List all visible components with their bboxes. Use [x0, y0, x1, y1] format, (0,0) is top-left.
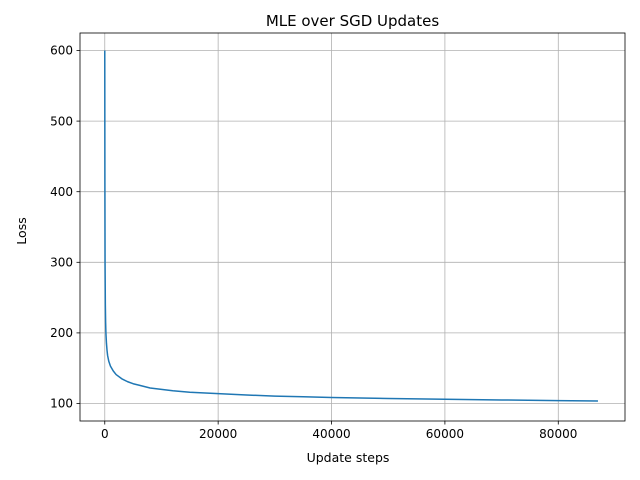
- y-tick-label: 400: [50, 185, 73, 199]
- grid: [80, 33, 625, 421]
- y-tick-label: 600: [50, 44, 73, 58]
- x-tick-label: 40000: [312, 427, 350, 441]
- y-tick-label: 300: [50, 256, 73, 270]
- x-tick-label: 0: [101, 427, 109, 441]
- x-tick-label: 80000: [539, 427, 577, 441]
- y-tick-label: 100: [50, 397, 73, 411]
- x-tick-label: 60000: [426, 427, 464, 441]
- series-layer: [104, 50, 598, 402]
- y-tick-label: 200: [50, 326, 73, 340]
- plot-frame: [79, 32, 626, 422]
- loss-series-line: [104, 50, 598, 402]
- x-axis: 0 20000 40000 60000 80000: [101, 421, 577, 441]
- chart-title: MLE over SGD Updates: [266, 12, 440, 30]
- y-axis-label: Loss: [14, 217, 29, 244]
- y-tick-label: 500: [50, 114, 73, 128]
- x-axis-label: Update steps: [307, 450, 390, 465]
- y-axis: 100 200 300 400 500 600: [50, 44, 80, 411]
- x-tick-label: 20000: [199, 427, 237, 441]
